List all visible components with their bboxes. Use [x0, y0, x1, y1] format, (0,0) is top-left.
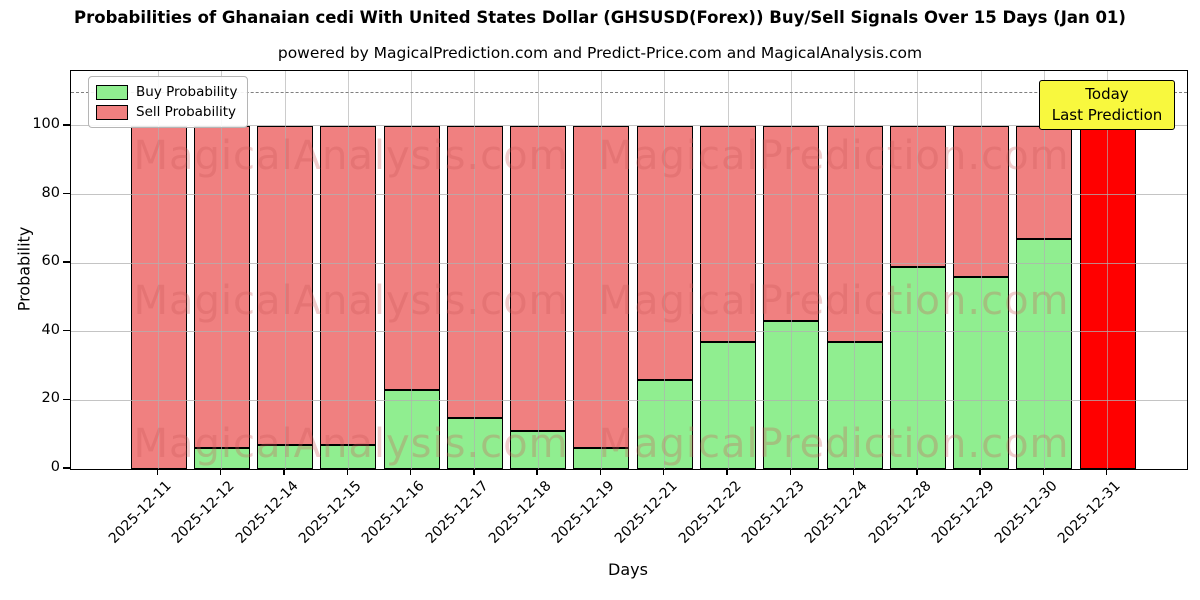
legend: Buy Probability Sell Probability — [88, 76, 249, 128]
legend-item: Buy Probability — [96, 82, 237, 102]
y-tick-mark — [63, 398, 70, 401]
x-tick-label: 2025-12-14 — [232, 478, 302, 547]
x-tick-mark — [409, 469, 412, 475]
gridline-vertical — [1043, 71, 1045, 469]
gridline-vertical — [854, 71, 856, 469]
gridline-horizontal — [71, 399, 1187, 401]
x-tick-label: 2025-12-22 — [675, 478, 745, 547]
y-tick-mark — [63, 124, 70, 126]
dashed-guide-line — [71, 91, 1187, 93]
watermark-text: MagicalAnalysis.com — [133, 278, 569, 324]
legend-swatch — [96, 84, 128, 100]
annotation-line1: Today — [1085, 85, 1129, 103]
gridline-vertical — [347, 71, 349, 469]
legend-swatch — [96, 104, 128, 120]
x-tick-label: 2025-12-30 — [991, 478, 1061, 547]
gridline-vertical — [600, 71, 602, 469]
x-tick-label: 2025-12-12 — [169, 478, 239, 547]
gridline-horizontal — [71, 125, 1187, 127]
y-tick-mark — [63, 330, 70, 332]
x-tick-label: 2025-12-24 — [802, 478, 871, 547]
x-tick-mark — [536, 469, 538, 475]
plot-area: MagicalAnalysis.com MagicalPrediction.com… — [70, 70, 1188, 470]
x-tick-label: 2025-12-11 — [105, 478, 175, 547]
gridline-horizontal — [71, 331, 1187, 333]
x-tick-mark — [979, 469, 981, 475]
x-tick-mark — [726, 469, 728, 475]
y-tick-label: 0 — [50, 459, 60, 475]
x-tick-mark — [156, 469, 159, 475]
x-tick-label: 2025-12-16 — [359, 478, 428, 547]
annotation-line2: Last Prediction — [1051, 106, 1163, 124]
legend-item-label: Sell Probability — [136, 104, 237, 120]
watermark-text: MagicalPrediction.com — [598, 278, 1070, 324]
y-tick-mark — [63, 261, 70, 263]
gridline-vertical — [158, 71, 159, 469]
y-tick-mark — [63, 192, 70, 195]
x-tick-mark — [283, 469, 285, 475]
y-tick-label: 80 — [41, 184, 60, 201]
gridline-vertical — [790, 71, 792, 469]
x-tick-label: 2025-12-17 — [422, 478, 492, 547]
gridline-vertical — [1107, 71, 1109, 469]
y-tick-label: 60 — [41, 253, 60, 270]
watermark-text: MagicalPrediction.com — [598, 421, 1070, 467]
gridline-vertical — [727, 71, 729, 469]
x-tick-label: 2025-12-21 — [612, 478, 682, 547]
gridline-vertical — [537, 71, 539, 469]
y-tick-mark — [63, 467, 70, 469]
gridline-vertical — [221, 71, 223, 469]
gridline-horizontal — [71, 194, 1187, 196]
legend-item-label: Buy Probability — [136, 84, 238, 100]
gridline-vertical — [980, 71, 982, 469]
x-tick-label: 2025-12-28 — [865, 478, 935, 547]
chart-subtitle: powered by MagicalPrediction.com and Pre… — [277, 44, 923, 62]
gridline-vertical — [664, 71, 666, 469]
y-tick-label: 20 — [41, 390, 60, 407]
legend-item: Sell Probability — [96, 102, 237, 122]
x-tick-label: 2025-12-19 — [548, 478, 618, 547]
x-tick-mark — [599, 469, 602, 475]
x-tick-mark — [916, 469, 918, 475]
x-tick-label: 2025-12-15 — [295, 478, 365, 547]
gridline-vertical — [284, 71, 286, 469]
x-tick-mark — [1042, 469, 1045, 475]
y-tick-label: 40 — [41, 321, 60, 338]
y-tick-label: 100 — [32, 115, 60, 132]
x-axis-label: Days — [608, 560, 648, 579]
gridline-horizontal — [71, 262, 1187, 264]
x-tick-mark — [1106, 469, 1108, 475]
x-tick-mark — [346, 469, 349, 475]
x-tick-label: 2025-12-31 — [1055, 478, 1125, 547]
x-tick-mark — [663, 469, 665, 475]
watermark-text: MagicalAnalysis.com — [133, 421, 569, 467]
x-tick-label: 2025-12-18 — [485, 478, 555, 547]
watermark-text: MagicalPrediction.com — [598, 133, 1070, 179]
watermark-text: MagicalAnalysis.com — [133, 133, 569, 179]
x-tick-label: 2025-12-29 — [928, 478, 998, 547]
gridline-vertical — [474, 71, 476, 469]
x-tick-mark — [852, 469, 855, 475]
gridline-vertical — [411, 71, 413, 469]
x-tick-mark — [789, 469, 791, 475]
x-tick-mark — [220, 469, 222, 475]
chart-title: Probabilities of Ghanaian cedi With Unit… — [74, 8, 1126, 27]
today-annotation: Today Last Prediction — [1039, 80, 1175, 130]
x-tick-mark — [473, 469, 475, 475]
x-tick-label: 2025-12-23 — [738, 478, 808, 547]
gridline-vertical — [917, 71, 919, 469]
